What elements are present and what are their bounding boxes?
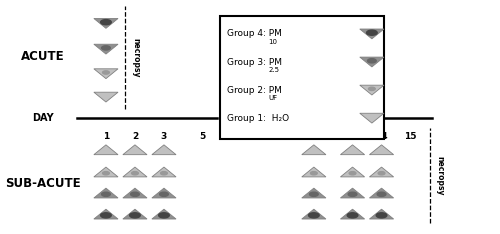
Circle shape — [368, 87, 376, 91]
Polygon shape — [123, 209, 147, 219]
Circle shape — [102, 46, 110, 50]
Polygon shape — [370, 209, 394, 219]
FancyBboxPatch shape — [220, 16, 384, 139]
Polygon shape — [340, 209, 364, 219]
Polygon shape — [152, 188, 176, 198]
Text: Group 4: PM: Group 4: PM — [227, 29, 281, 38]
Text: Group 3: PM: Group 3: PM — [227, 58, 282, 66]
Polygon shape — [360, 113, 384, 123]
Polygon shape — [94, 44, 118, 54]
Text: DAY: DAY — [32, 113, 54, 123]
Circle shape — [102, 192, 110, 196]
Circle shape — [347, 213, 358, 218]
Polygon shape — [94, 92, 118, 102]
Circle shape — [377, 192, 386, 196]
Text: 14: 14 — [375, 132, 388, 141]
Circle shape — [132, 172, 138, 175]
Text: 15: 15 — [404, 132, 417, 141]
Polygon shape — [360, 85, 384, 95]
Text: Group 2: PM: Group 2: PM — [227, 86, 281, 95]
Text: 2.5: 2.5 — [268, 67, 280, 73]
Text: UF: UF — [268, 95, 278, 101]
Polygon shape — [123, 167, 147, 177]
Text: 1: 1 — [103, 132, 109, 141]
Circle shape — [130, 213, 140, 218]
Circle shape — [100, 213, 112, 218]
Circle shape — [130, 192, 140, 196]
Polygon shape — [94, 69, 118, 79]
Polygon shape — [340, 167, 364, 177]
Text: 12: 12 — [308, 132, 320, 141]
Circle shape — [376, 213, 387, 218]
Polygon shape — [94, 18, 118, 28]
Polygon shape — [123, 145, 147, 155]
Circle shape — [310, 192, 318, 196]
Polygon shape — [360, 57, 384, 67]
Polygon shape — [302, 188, 326, 198]
Polygon shape — [152, 167, 176, 177]
Polygon shape — [370, 188, 394, 198]
Text: 13: 13 — [346, 132, 359, 141]
Polygon shape — [370, 167, 394, 177]
Circle shape — [368, 59, 376, 63]
Circle shape — [378, 172, 385, 175]
Circle shape — [366, 30, 377, 35]
Circle shape — [349, 172, 356, 175]
Text: 5: 5 — [200, 132, 206, 141]
Circle shape — [102, 71, 110, 74]
Text: 2: 2 — [132, 132, 138, 141]
Polygon shape — [152, 209, 176, 219]
Circle shape — [308, 213, 319, 218]
Polygon shape — [360, 29, 384, 39]
Circle shape — [102, 172, 110, 175]
Text: 3: 3 — [161, 132, 167, 141]
Polygon shape — [94, 209, 118, 219]
Polygon shape — [370, 145, 394, 155]
Text: ACUTE: ACUTE — [22, 50, 65, 63]
Polygon shape — [94, 145, 118, 155]
Circle shape — [310, 172, 317, 175]
Text: Group 1:  H₂O: Group 1: H₂O — [227, 114, 289, 123]
Polygon shape — [123, 188, 147, 198]
Polygon shape — [94, 188, 118, 198]
Text: necropsy: necropsy — [436, 156, 444, 195]
Polygon shape — [302, 145, 326, 155]
Text: 10: 10 — [268, 39, 278, 45]
Polygon shape — [340, 145, 364, 155]
Polygon shape — [302, 209, 326, 219]
Circle shape — [158, 213, 170, 218]
Polygon shape — [302, 167, 326, 177]
Polygon shape — [94, 167, 118, 177]
Text: necropsy: necropsy — [131, 38, 140, 77]
Circle shape — [348, 192, 357, 196]
Circle shape — [100, 20, 112, 25]
Text: SUB-ACUTE: SUB-ACUTE — [6, 177, 81, 190]
Circle shape — [160, 192, 168, 196]
Polygon shape — [340, 188, 364, 198]
Polygon shape — [152, 145, 176, 155]
Circle shape — [160, 172, 168, 175]
